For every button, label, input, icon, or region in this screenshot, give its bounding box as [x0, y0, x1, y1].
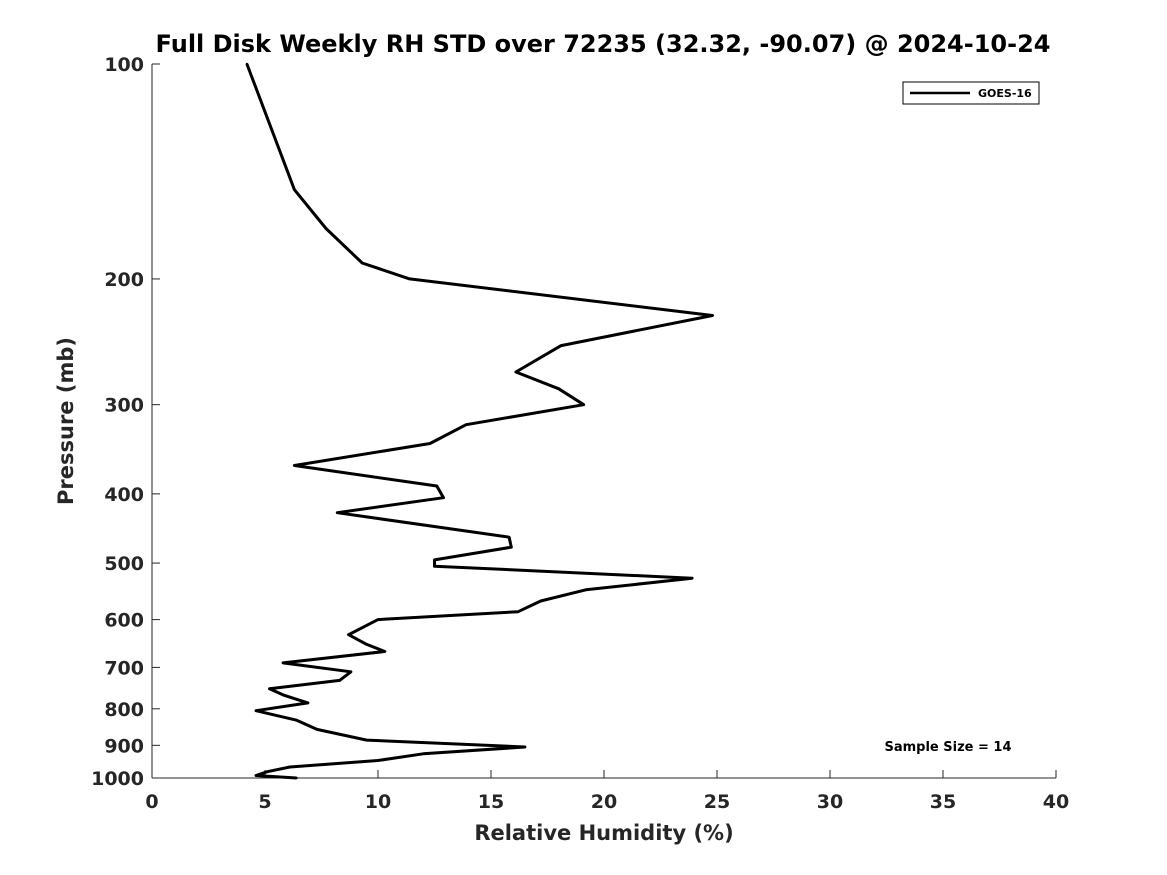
- data-point: [514, 370, 518, 374]
- data-point: [557, 387, 560, 390]
- data-point: [361, 261, 364, 265]
- y-tick-label: 300: [104, 395, 144, 417]
- data-point: [376, 618, 380, 621]
- x-tick-label: 5: [258, 791, 271, 813]
- x-tick-label: 30: [817, 791, 843, 813]
- sample-size-note: Sample Size = 14: [884, 740, 1011, 755]
- series-layer: [245, 62, 714, 780]
- data-point: [584, 588, 588, 591]
- data-point: [516, 610, 520, 613]
- x-tick-label: 15: [478, 791, 504, 813]
- chart-title: Full Disk Weekly RH STD over 72235 (32.3…: [156, 30, 1051, 58]
- data-point: [293, 188, 296, 191]
- y-tick-label: 1000: [91, 768, 144, 790]
- data-point: [324, 227, 328, 230]
- data-point: [711, 314, 714, 317]
- data-point: [422, 752, 425, 755]
- x-axis-label: Relative Humidity (%): [474, 821, 733, 845]
- data-point: [336, 511, 339, 514]
- x-axis: 0 5 10 15 20 25 30 35 40: [145, 770, 1069, 813]
- data-point: [510, 546, 513, 549]
- legend: GOES-16: [902, 81, 1040, 105]
- x-tick-label: 0: [145, 791, 158, 813]
- data-point: [442, 496, 445, 499]
- x-tick-label: 10: [365, 791, 391, 813]
- data-point: [293, 464, 296, 467]
- y-tick-label: 900: [104, 735, 144, 757]
- x-tick-label: 25: [704, 791, 730, 813]
- data-point: [295, 776, 298, 780]
- y-tick-label: 600: [104, 610, 144, 632]
- series-line-goes-16: [245, 63, 714, 780]
- legend-box: [902, 81, 1040, 105]
- y-axis: 100 200 300 400 500 600 700 800 900 1000: [91, 54, 160, 790]
- data-point: [428, 442, 432, 445]
- data-point: [295, 719, 298, 722]
- data-point: [690, 577, 694, 580]
- data-point: [464, 423, 468, 426]
- data-point: [338, 679, 341, 682]
- data-point: [315, 728, 319, 731]
- y-axis-label: Pressure (mb): [54, 337, 78, 505]
- data-point: [523, 745, 527, 749]
- y-tick-label: 400: [104, 484, 144, 506]
- data-point: [266, 770, 269, 773]
- x-tick-label: 40: [1043, 791, 1069, 813]
- data-point: [254, 709, 258, 712]
- data-point: [507, 536, 511, 539]
- x-tick-label: 20: [591, 791, 617, 813]
- data-point: [376, 759, 380, 762]
- legend-label: GOES-16: [978, 87, 1032, 100]
- y-tick-label: 700: [104, 657, 144, 679]
- y-tick-label: 100: [104, 54, 144, 76]
- data-point: [306, 701, 310, 705]
- data-point: [245, 62, 249, 66]
- data-point: [383, 650, 386, 653]
- y-tick-label: 200: [104, 269, 144, 291]
- data-point: [349, 670, 353, 673]
- x-tick-label: 35: [930, 791, 956, 813]
- data-point: [433, 558, 436, 562]
- y-tick-label: 500: [104, 553, 144, 575]
- data-point: [582, 403, 585, 406]
- data-point: [281, 693, 285, 697]
- data-point: [435, 484, 438, 488]
- y-tick-label: 800: [104, 699, 144, 721]
- data-point: [408, 277, 411, 281]
- data-point: [365, 643, 368, 646]
- data-point: [281, 661, 285, 665]
- data-point: [268, 687, 271, 690]
- data-point: [433, 565, 436, 568]
- data-point: [365, 738, 368, 742]
- data-point: [559, 344, 563, 347]
- data-point: [288, 765, 292, 769]
- data-point: [539, 599, 542, 603]
- data-point: [254, 774, 258, 777]
- data-point: [347, 633, 350, 636]
